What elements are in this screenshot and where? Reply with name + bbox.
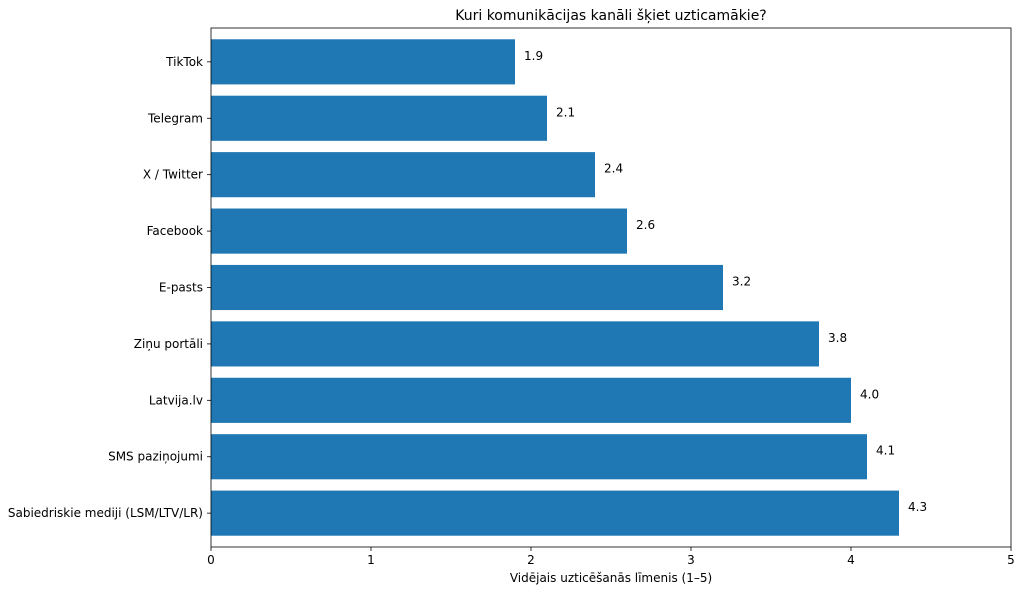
y-tick-label: Telegram (147, 111, 203, 125)
bars-layer: 1.9 2.1 2.4 2.6 3.2 3.8 4.0 4.1 4.3 (211, 39, 927, 536)
y-tick-label: Sabiedriskie mediji (LSM/LTV/LR) (8, 506, 203, 520)
axes-layer: TikTok Telegram X / Twitter Facebook E-pasts… (8, 27, 1015, 567)
y-tick-label: Facebook (147, 224, 203, 238)
y-tick-label: E-pasts (159, 281, 203, 295)
bar-value-label: 4.0 (860, 387, 879, 401)
bar (211, 490, 899, 536)
x-tick-label: 4 (847, 553, 855, 567)
bar (211, 321, 819, 367)
bar-value-label: 2.4 (604, 162, 623, 176)
y-tick-label: SMS paziņojumi (108, 450, 203, 464)
bar (211, 39, 515, 85)
bar (211, 208, 627, 254)
chart-title: Kuri komunikācijas kanāli šķiet uzticamā… (455, 8, 767, 24)
y-tick-label: Ziņu portāli (134, 337, 203, 351)
x-axis-label: Vidējais uzticēšanās līmenis (1–5) (510, 571, 712, 585)
x-tick-label: 1 (367, 553, 375, 567)
x-tick-label: 0 (207, 553, 215, 567)
x-tick-label: 5 (1007, 553, 1015, 567)
x-tick-label: 3 (687, 553, 695, 567)
bar (211, 377, 851, 423)
bar-value-label: 4.1 (876, 444, 895, 458)
bar-value-label: 3.2 (732, 275, 751, 289)
bar (211, 152, 595, 198)
y-tick-label: X / Twitter (143, 168, 203, 182)
bar-value-label: 3.8 (828, 331, 847, 345)
x-tick-label: 2 (527, 553, 535, 567)
y-tick-label: Latvija.lv (149, 393, 203, 407)
bar (211, 264, 723, 311)
bar-value-label: 2.1 (556, 105, 575, 119)
bar-value-label: 1.9 (524, 49, 543, 63)
bar (211, 434, 867, 480)
bar-value-label: 2.6 (636, 218, 655, 232)
y-tick-label: TikTok (165, 55, 203, 69)
plot-frame (210, 27, 1012, 548)
bar-value-label: 4.3 (908, 500, 927, 514)
bar (211, 95, 547, 141)
